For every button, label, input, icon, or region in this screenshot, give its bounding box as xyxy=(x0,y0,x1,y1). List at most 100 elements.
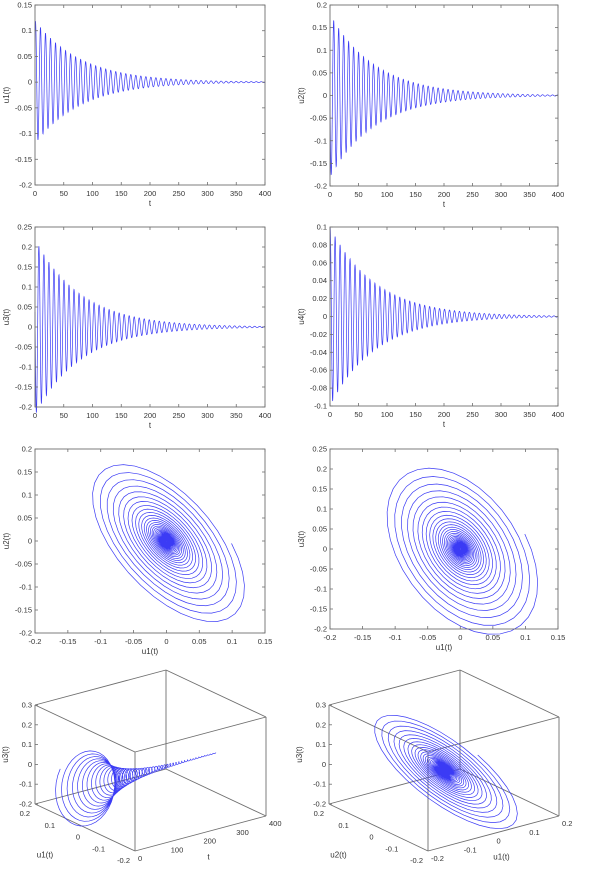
series-line xyxy=(329,227,559,402)
x-tick-label: -0.1 xyxy=(94,637,107,646)
y-tick-label: 0.05 xyxy=(312,525,327,534)
y-tick-label: 0 xyxy=(28,323,32,332)
x-tick-label: -0.1 xyxy=(92,844,105,853)
x-tick-label: 200 xyxy=(144,411,157,420)
z-tick-label: 0 xyxy=(322,760,326,769)
y-tick-label: 0.1 xyxy=(317,505,327,514)
y-tick-label: 0.05 xyxy=(312,68,327,77)
y-tick-label: 0.02 xyxy=(312,294,327,303)
z-tick-label: 0.2 xyxy=(22,720,32,729)
x-tick-label: 0 xyxy=(164,637,168,646)
box-edge xyxy=(165,669,267,718)
x-tick-label: 0 xyxy=(369,833,373,842)
z-tick-label: 0.1 xyxy=(22,740,32,749)
box-edge xyxy=(34,803,136,852)
x-tick-label: 50 xyxy=(60,411,68,420)
series-line xyxy=(34,246,266,414)
x-tick-label: 350 xyxy=(523,190,536,199)
z-tick-label: 0.3 xyxy=(22,701,32,710)
box-edge xyxy=(459,669,560,718)
y-tick-label: 0.1 xyxy=(22,491,32,500)
y-tick-label: 0 xyxy=(323,545,327,554)
y-axis-label: u1(t) xyxy=(2,86,11,103)
x-tick-label: 0.15 xyxy=(258,637,273,646)
y-tick-label: 0.25 xyxy=(17,223,32,232)
x-tick-label: 250 xyxy=(466,190,479,199)
subplot-u3-vs-u1 xyxy=(329,448,559,635)
subplot-3d-u1-t-u3 xyxy=(34,669,267,852)
x-axis-label: u1(t) xyxy=(142,647,159,656)
x-tick-label: 250 xyxy=(172,411,185,420)
y-tick-label: -0.1 xyxy=(314,585,327,594)
x-tick-label: 100 xyxy=(86,189,99,198)
x-tick-label: 0.05 xyxy=(486,633,501,642)
x-tick-label: 350 xyxy=(230,411,243,420)
series-line-3d xyxy=(374,715,518,830)
z-tick-label: -0.2 xyxy=(19,800,32,809)
x-tick-label: -0.15 xyxy=(59,637,76,646)
y-tick-label: 0.2 xyxy=(317,465,327,474)
x-tick-label: 400 xyxy=(552,410,565,419)
y-axis-label: u2(t) xyxy=(2,532,11,549)
box-edge xyxy=(427,716,560,753)
x-tick-label: 50 xyxy=(354,410,362,419)
y-tick-label: 0.1 xyxy=(529,828,539,837)
box-edge xyxy=(134,815,267,852)
y-tick-label: -0.05 xyxy=(15,103,32,112)
x-tick-label: 250 xyxy=(172,189,185,198)
box-edge xyxy=(34,704,136,753)
series-line xyxy=(386,467,538,635)
x-axis-label: u1(t) xyxy=(37,851,54,860)
x-tick-label: -0.05 xyxy=(419,633,436,642)
x-tick-label: 300 xyxy=(495,410,508,419)
x-tick-label: -0.1 xyxy=(385,844,398,853)
y-tick-label: -0.1 xyxy=(19,583,32,592)
y-tick-label: -0.05 xyxy=(310,114,327,123)
x-tick-label: -0.2 xyxy=(117,856,130,865)
y-tick-label: 0.2 xyxy=(22,445,32,454)
y-tick-label: -0.15 xyxy=(15,383,32,392)
box-edge xyxy=(134,716,267,753)
subplot-u2-vs-u1 xyxy=(34,448,266,634)
series-line-3d xyxy=(55,750,217,827)
x-tick-label: 150 xyxy=(409,410,422,419)
y-tick-label: -0.2 xyxy=(19,181,32,190)
axes-frame xyxy=(329,448,559,630)
y-tick-label: -0.05 xyxy=(310,565,327,574)
y-tick-label: -0.2 xyxy=(314,625,327,634)
series-line xyxy=(92,464,245,622)
box-edge xyxy=(328,669,461,706)
x-tick-label: 0 xyxy=(33,189,37,198)
x-tick-label: 0 xyxy=(33,411,37,420)
y-tick-label: 0.1 xyxy=(22,283,32,292)
x-tick-label: 300 xyxy=(201,189,214,198)
x-tick-label: 350 xyxy=(230,189,243,198)
y-tick-label: 100 xyxy=(171,845,184,854)
subplot-u3-vs-t xyxy=(34,226,266,414)
x-tick-label: 150 xyxy=(115,411,128,420)
axes-frame xyxy=(329,226,559,407)
x-tick-label: 300 xyxy=(201,411,214,420)
y-tick-label: 0 xyxy=(323,91,327,100)
x-axis-label: u1(t) xyxy=(436,643,453,652)
box-edge xyxy=(427,815,560,852)
x-tick-label: 200 xyxy=(438,190,451,199)
x-tick-label: 0 xyxy=(328,190,332,199)
y-tick-label: 0.15 xyxy=(17,468,32,477)
x-tick-label: 0 xyxy=(328,410,332,419)
x-tick-label: -0.2 xyxy=(410,856,423,865)
y-tick-label: 0 xyxy=(323,312,327,321)
y-tick-label: 0.1 xyxy=(22,26,32,35)
y-tick-label: 0.05 xyxy=(17,52,32,61)
x-axis-label: t xyxy=(149,199,152,208)
x-tick-label: 0.2 xyxy=(314,809,324,818)
y-axis-label: u1(t) xyxy=(493,853,510,862)
y-tick-label: -0.2 xyxy=(19,629,32,638)
y-tick-label: 0.25 xyxy=(312,445,327,454)
y-tick-label: -0.04 xyxy=(310,348,327,357)
x-tick-label: 100 xyxy=(381,190,394,199)
box-edge xyxy=(459,768,560,817)
x-tick-label: 0.2 xyxy=(20,809,30,818)
y-tick-label: 0.06 xyxy=(312,258,327,267)
